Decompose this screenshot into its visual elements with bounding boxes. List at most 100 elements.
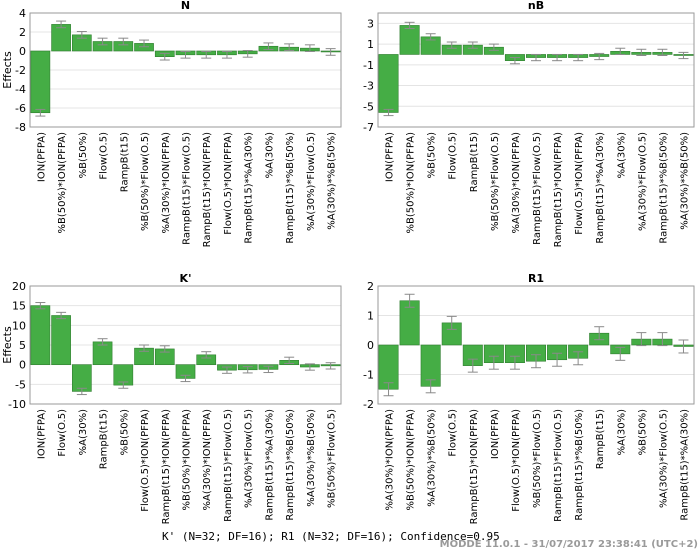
x-tick-label: RampB(t15)*ION(PFPA) xyxy=(202,132,213,247)
bar xyxy=(30,50,51,114)
chart-title: nB xyxy=(528,0,544,12)
x-tick-label: Flow(O.5) xyxy=(57,409,68,457)
bar xyxy=(51,24,71,52)
y-tick-label: 0 xyxy=(19,359,26,372)
x-tick-label: %A(30%) xyxy=(616,132,627,178)
x-tick-label: %B(50%)*Flow(O.5) xyxy=(490,132,501,231)
x-tick-label: %B(50%)*ION(PFPA) xyxy=(182,409,193,511)
x-tick-label: RampB(t15) xyxy=(469,132,480,192)
x-tick-label: Flow(O.5)*ION(PFPA) xyxy=(223,132,234,235)
x-tick-label: RampB(t15) xyxy=(119,132,130,192)
x-tick-label: RampB(t15)*%B(50%) xyxy=(574,409,585,521)
footer-text: K' (N=32; DF=16); R1 (N=32; DF=16); Conf… xyxy=(162,530,500,543)
x-tick-label: Flow(O.5) xyxy=(448,132,459,180)
x-tick-label: %A(30%) xyxy=(616,409,627,455)
x-tick-label: RampB(t15) xyxy=(595,409,606,469)
x-tick-label: RampB(t15)*Flow(O.5) xyxy=(182,132,193,245)
x-tick-label: RampB(t15)*%B(50%) xyxy=(285,409,296,521)
chart-title: R1 xyxy=(528,272,544,285)
x-tick-label: %B(50%)*ION(PFPA) xyxy=(406,409,417,511)
y-tick-label: 0 xyxy=(19,45,26,58)
x-tick-label: RampB(t15)*%A(30%) xyxy=(679,409,690,521)
x-tick-label: RampB(t15)*Flow(O.5) xyxy=(223,409,234,522)
x-tick-label: %A(30%) xyxy=(264,132,275,178)
y-tick-label: 20 xyxy=(12,280,26,293)
x-tick-label: %B(50%)*ION(PFPA) xyxy=(57,132,68,234)
y-tick-label: -3 xyxy=(363,80,374,93)
x-tick-label: RampB(t15)*%B(50%) xyxy=(658,132,669,244)
x-tick-label: %B(50%) xyxy=(427,132,438,178)
x-tick-label: %A(30%)*%B(50%) xyxy=(679,132,690,230)
chart-area: -8 -6 -4 -2 0 2 4 N Effects ION(PFPA) %B(50%)*ION(… xyxy=(1,0,695,524)
x-tick-label: %A(30%)*Flow(O.5) xyxy=(658,409,669,508)
plot-frame xyxy=(29,285,342,405)
y-tick-label: -2 xyxy=(15,64,26,77)
y-tick-label: -8 xyxy=(15,121,26,134)
y-tick-label: 15 xyxy=(12,300,26,313)
x-tick-label: RampB(t15)*Flow(O.5) xyxy=(553,409,564,522)
x-tick-label: Flow(O.5)*ION(PFPA) xyxy=(140,409,151,512)
y-tick-label: -5 xyxy=(15,378,26,391)
x-tick-label: RampB(t15)*ION(PFPA) xyxy=(553,132,564,247)
x-tick-label: %A(30%)*ION(PFPA) xyxy=(202,409,213,511)
x-tick-label: Flow(O.5)*ION(PFPA) xyxy=(574,132,585,235)
x-tick-label: %A(30%)*%B(50%) xyxy=(327,132,338,230)
x-tick-label: %A(30%)*ION(PFPA) xyxy=(511,132,522,234)
chart-title: N xyxy=(181,0,190,12)
x-tick-label: %A(30%)*%B(50%) xyxy=(306,409,317,507)
x-tick-label: RampB(t15)*%A(30%) xyxy=(595,132,606,244)
y-axis-label: Effects xyxy=(1,51,14,89)
y-tick-label: -4 xyxy=(15,83,26,96)
x-tick-label: %B(50%)*Flow(O.5) xyxy=(327,409,338,508)
x-tick-label: %A(30%)*Flow(O.5) xyxy=(306,132,317,231)
x-tick-label: %A(30%)*ION(PFPA) xyxy=(385,409,396,511)
chart-panel-2: -7 -5 -3 -1 1 3 nB ION(PFPA) %B(50%)*ION(PFPA) %B… xyxy=(363,0,695,247)
y-tick-label: 0 xyxy=(367,339,374,352)
x-tick-label: ION(PFPA) xyxy=(36,409,47,459)
plot-frame xyxy=(377,12,695,128)
x-tick-label: ION(PFPA) xyxy=(36,132,47,182)
chart-panel-1: -8 -6 -4 -2 0 2 4 N Effects ION(PFPA) %B(50%)*ION(… xyxy=(1,0,342,247)
y-tick-label: -2 xyxy=(363,398,374,411)
bar xyxy=(30,305,51,365)
x-tick-label: RampB(t15)*%B(50%) xyxy=(285,132,296,244)
y-tick-label: -7 xyxy=(363,121,374,134)
plot-frame xyxy=(377,285,695,405)
x-tick-label: ION(PFPA) xyxy=(385,132,396,182)
y-tick-label: -5 xyxy=(363,100,374,113)
y-tick-label: 1 xyxy=(367,38,374,51)
x-tick-label: %B(50%)*Flow(O.5) xyxy=(532,409,543,508)
chart-panel-3: -10 -5 0 5 10 15 20 K' Effects ION(PFPA) Flow(O.5)… xyxy=(1,272,342,524)
x-tick-label: %B(50%) xyxy=(637,409,648,455)
x-tick-label: %A(30%) xyxy=(78,409,89,455)
y-tick-label: 1 xyxy=(367,310,374,323)
x-tick-label: RampB(t15)*%A(30%) xyxy=(244,132,255,244)
y-axis-label: Effects xyxy=(1,326,14,364)
x-tick-label: Flow(O.5) xyxy=(448,409,459,457)
bar xyxy=(71,364,92,392)
x-tick-label: %B(50%)*ION(PFPA) xyxy=(406,132,417,234)
x-tick-label: RampB(t15)*%A(30%) xyxy=(264,409,275,521)
x-tick-label: RampB(t15) xyxy=(99,409,110,469)
chart-panel-4: -2 -1 0 1 2 R1 %A(30%)*ION(PFPA) %B(50%)*ION(PF… xyxy=(363,272,695,524)
x-tick-label: %A(30%)*ION(PFPA) xyxy=(161,132,172,234)
y-tick-label: -6 xyxy=(15,102,26,115)
x-tick-label: %A(30%)*Flow(O.5) xyxy=(244,409,255,508)
y-tick-label: 4 xyxy=(19,7,26,20)
x-tick-label: %A(30%)*Flow(O.5) xyxy=(637,132,648,231)
y-tick-label: -10 xyxy=(8,398,26,411)
y-tick-label: 5 xyxy=(19,339,26,352)
x-tick-label: %B(50%) xyxy=(78,132,89,178)
plot-frame xyxy=(29,12,342,128)
bar xyxy=(51,315,71,365)
y-tick-label: -1 xyxy=(363,59,374,72)
chart-title: K' xyxy=(180,272,192,285)
x-tick-label: %B(50%)*Flow(O.5) xyxy=(140,132,151,231)
x-tick-label: RampB(t15)*ION(PFPA) xyxy=(161,409,172,524)
y-tick-label: 10 xyxy=(12,319,26,332)
x-tick-label: RampB(t15)*ION(PFPA) xyxy=(469,409,480,524)
bar xyxy=(399,25,420,55)
x-tick-label: %B(50%) xyxy=(119,409,130,455)
x-tick-label: RampB(t15)*Flow(O.5) xyxy=(532,132,543,245)
